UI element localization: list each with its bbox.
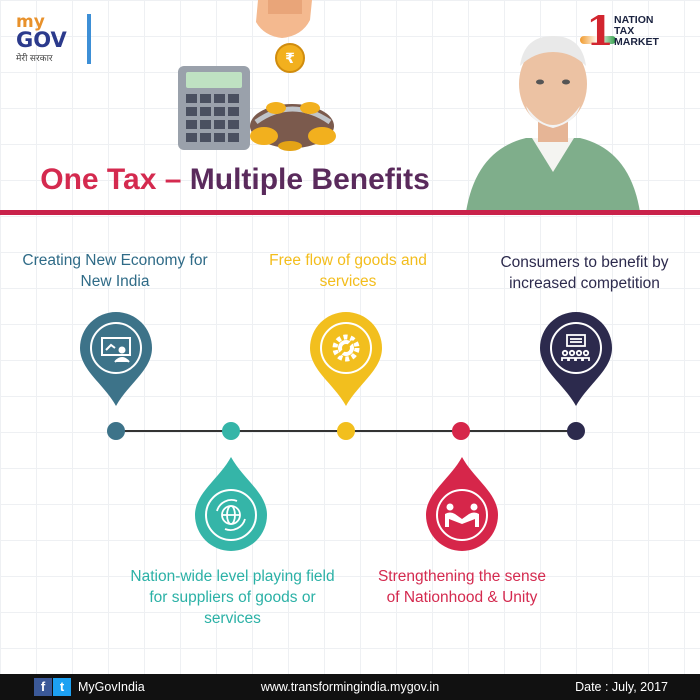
svg-text:₹: ₹ (285, 51, 295, 67)
benefit-label-new-economy: Creating New Economy for New India (22, 252, 208, 290)
globe-icon (216, 499, 246, 531)
benefit-label-nationhood-unity: Strengthening the sense of Nationhood & … (377, 568, 547, 606)
tricolor-swoosh (580, 36, 616, 44)
footer-bar: f t MyGovIndia www.transformingindia.myg… (0, 674, 700, 700)
title-divider (0, 210, 700, 215)
logo-divider (87, 14, 91, 64)
twitter-icon[interactable]: t (53, 678, 71, 696)
gst-logo-line-3: MARKET (614, 36, 659, 48)
page-title: One Tax – Multiple Benefits (0, 163, 470, 197)
gst-logo-line-1: NATION (614, 14, 654, 26)
timeline-dot-2 (222, 422, 240, 440)
benefit-label-free-flow: Free flow of goods and services (269, 252, 427, 290)
benefit-pin-nationhood-unity (424, 455, 500, 553)
one-nation-one-tax-logo: 1 NATION TAX MARKET (580, 8, 688, 55)
title-part-1: One Tax – (40, 163, 190, 196)
benefit-label-level-playing-field: Nation-wide level playing field for supp… (130, 568, 335, 627)
website-url[interactable]: www.transformingindia.mygov.in (260, 680, 440, 694)
logo-my: my (16, 12, 45, 32)
logo-tagline: मेरी सरकार (16, 53, 53, 63)
gear-icon (332, 334, 360, 362)
timeline-dot-4 (452, 422, 470, 440)
timeline-dot-5 (567, 422, 585, 440)
publish-date: Date : July, 2017 (575, 680, 668, 694)
gst-logo-line-2: TAX (614, 25, 635, 37)
title-part-2: Multiple Benefits (189, 163, 430, 196)
benefit-pin-new-economy (78, 310, 154, 408)
benefit-label-consumer-competition: Consumers to benefit by increased compet… (500, 254, 669, 292)
portrait-photo (466, 22, 640, 212)
mygov-logo[interactable]: my GOV मेरी सरकार (16, 14, 67, 64)
timeline-dot-3 (337, 422, 355, 440)
presentation-icon (101, 337, 131, 363)
gst-logo-numeral: 1 (586, 8, 614, 55)
social-handle[interactable]: MyGovIndia (78, 680, 145, 694)
gst-logo-text: NATION TAX MARKET (614, 15, 659, 48)
benefit-pin-free-flow (308, 310, 384, 408)
timeline-dot-1 (107, 422, 125, 440)
benefit-pin-level-playing-field (193, 455, 269, 553)
facebook-icon[interactable]: f (34, 678, 52, 696)
calculator-coins-illustration: ₹ (178, 0, 336, 151)
logo-gov: GOV (16, 28, 67, 52)
benefit-pin-consumer-competition (538, 310, 614, 408)
audience-icon (561, 334, 590, 361)
handshake-icon (445, 503, 479, 527)
